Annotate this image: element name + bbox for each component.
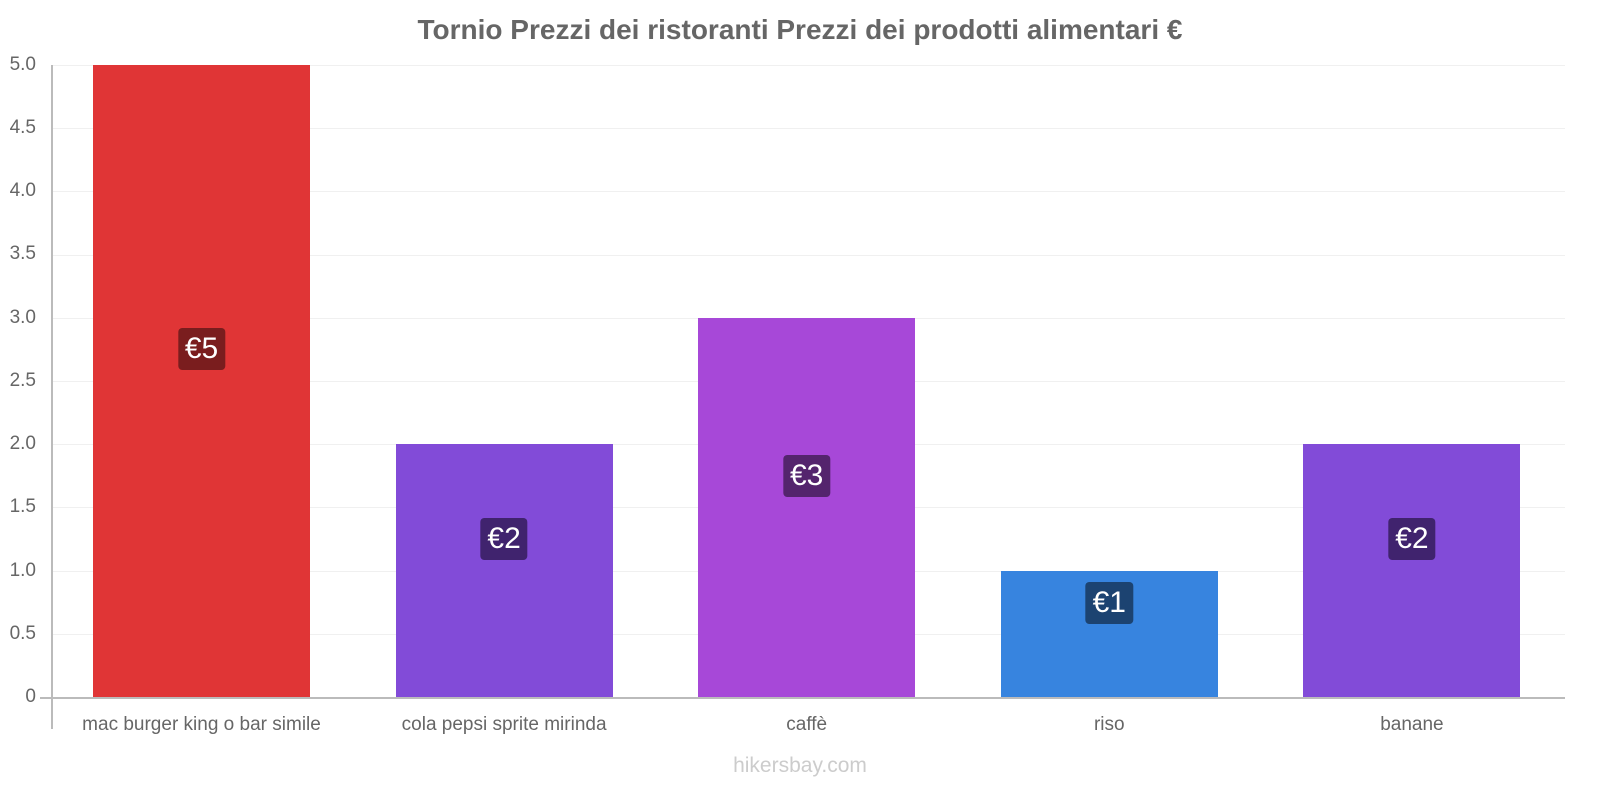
- y-tick-label: 2.0: [9, 433, 36, 454]
- y-tick-label: 3.5: [9, 243, 36, 264]
- bar-value-label: €2: [1388, 518, 1436, 561]
- y-tick-label: 1.5: [9, 496, 36, 517]
- y-tick-label: 4.5: [9, 117, 36, 138]
- y-tick-label: 4.0: [9, 180, 36, 201]
- bar: €5: [93, 65, 310, 697]
- y-tick-label: 5.0: [9, 54, 36, 75]
- y-tick-label: 0: [25, 686, 36, 707]
- y-tick-label: 3.0: [9, 307, 36, 328]
- gridline: [51, 128, 1565, 129]
- x-tick-label: caffè: [786, 714, 828, 735]
- bar: €2: [1303, 444, 1521, 697]
- x-tick-label: riso: [1093, 714, 1125, 735]
- x-tick-label: banane: [1380, 714, 1444, 735]
- bar: €3: [698, 317, 916, 697]
- gridline: [51, 255, 1565, 256]
- watermark: hikersbay.com: [733, 754, 867, 777]
- gridline: [51, 65, 1565, 66]
- bar: €1: [1000, 570, 1218, 697]
- x-axis-line: [40, 697, 1565, 699]
- gridline: [51, 191, 1565, 192]
- plot-area: €5 €2 €3 €1 €2: [51, 65, 1565, 697]
- bar-value-label: €3: [783, 454, 831, 497]
- bar: €2: [395, 444, 613, 697]
- x-tick-label: cola pepsi sprite mirinda: [401, 714, 607, 735]
- y-tick-label: 0.5: [9, 623, 36, 644]
- bar-value-label: €5: [177, 328, 226, 370]
- bar-value-label: €1: [1085, 581, 1133, 624]
- y-tick-label: 1.0: [9, 560, 36, 581]
- x-tick-label: mac burger king o bar simile: [82, 714, 321, 735]
- chart-title: Tornio Prezzi dei ristoranti Prezzi dei …: [417, 14, 1183, 45]
- y-tick-label: 2.5: [9, 370, 36, 391]
- bar-value-label: €2: [480, 518, 528, 561]
- y-axis-line: [51, 65, 53, 729]
